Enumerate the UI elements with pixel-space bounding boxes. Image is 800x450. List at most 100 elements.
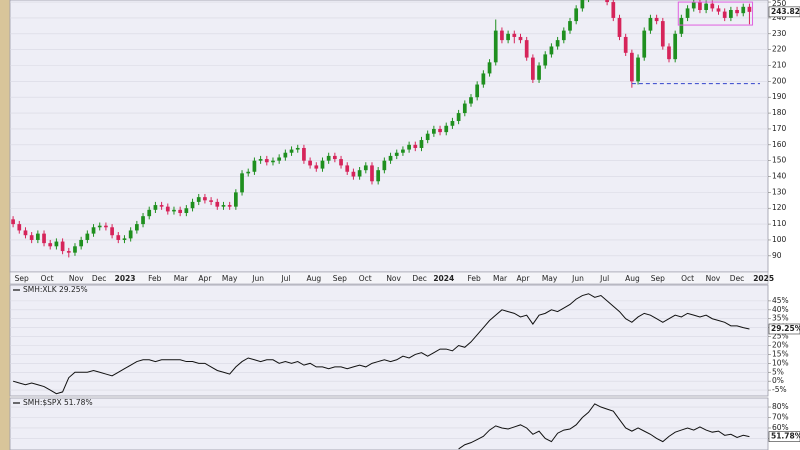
candle-body xyxy=(178,209,183,214)
x-tick-label: May xyxy=(222,274,238,283)
y-tick-label: 20% xyxy=(772,340,789,349)
candle-body xyxy=(351,171,356,177)
candle-body xyxy=(710,3,715,9)
y-tick-label: 180 xyxy=(772,108,787,117)
candle-body xyxy=(630,52,634,82)
x-axis-strip xyxy=(9,271,769,285)
candle-body xyxy=(425,133,430,141)
y-tick-label: 230 xyxy=(772,29,787,38)
candle-body xyxy=(444,125,449,133)
y-tick-label: 110 xyxy=(772,219,787,228)
x-tick-label: Apr xyxy=(198,274,212,283)
last-value-label: 29.25% xyxy=(771,324,800,333)
x-tick-label: Feb xyxy=(148,274,162,283)
candle-body xyxy=(116,235,121,240)
y-tick-label: 90 xyxy=(772,251,782,260)
candle-body xyxy=(190,201,195,209)
x-tick-label: 2023 xyxy=(115,274,136,283)
candle-body xyxy=(85,233,90,240)
y-tick-label: 240 xyxy=(772,13,787,22)
candle-body xyxy=(283,152,288,158)
y-tick-label: 60% xyxy=(772,423,789,432)
candle-body xyxy=(48,243,53,247)
y-tick-label: 150 xyxy=(772,156,787,165)
candle-body xyxy=(339,159,343,166)
x-tick-label: 2025 xyxy=(753,274,774,283)
ratio-line xyxy=(12,293,750,395)
candle-body xyxy=(60,241,65,252)
candle-body xyxy=(209,200,213,202)
candle-body xyxy=(543,54,548,66)
x-tick-label: Dec xyxy=(92,274,107,283)
x-tick-label: Feb xyxy=(467,274,481,283)
ratio-line xyxy=(458,403,750,450)
candle-body xyxy=(73,246,77,253)
candle-body xyxy=(432,128,436,134)
candle-body xyxy=(128,230,133,239)
candle-body xyxy=(518,36,523,41)
candle-body xyxy=(747,6,752,12)
candle-body xyxy=(401,149,405,153)
x-tick-label: Sep xyxy=(333,274,347,283)
candle-body xyxy=(574,8,579,22)
candle-body xyxy=(450,121,455,126)
ratio-panel-1 xyxy=(9,284,769,397)
last-value-label: 51.78% xyxy=(771,432,800,441)
x-tick-label: Oct xyxy=(41,274,54,283)
last-price-label: 243.82 xyxy=(771,7,800,16)
candle-body xyxy=(363,165,368,171)
candle-body xyxy=(691,2,696,9)
candle-body xyxy=(215,201,220,207)
x-tick-label: Oct xyxy=(359,274,372,283)
candle-body xyxy=(673,33,678,60)
candle-body xyxy=(159,205,164,207)
candle-body xyxy=(326,155,331,161)
x-tick-label: May xyxy=(542,274,558,283)
panel-title: SMH:$SPX 51.78% xyxy=(23,398,93,407)
y-tick-label: 70% xyxy=(772,413,789,422)
candle-body xyxy=(636,57,640,82)
candle-body xyxy=(580,0,585,9)
y-tick-label: 190 xyxy=(772,92,787,101)
candle-body xyxy=(660,21,665,47)
candle-body xyxy=(654,17,659,22)
candle-body xyxy=(698,2,702,10)
candle-body xyxy=(196,197,201,202)
candle-body xyxy=(382,160,387,171)
x-tick-label: Dec xyxy=(730,274,745,283)
candle-body xyxy=(277,157,282,161)
candle-body xyxy=(104,225,108,228)
x-tick-label: Apr xyxy=(516,274,530,283)
candle-body xyxy=(475,84,480,98)
candle-body xyxy=(320,160,325,169)
candle-body xyxy=(153,205,158,210)
x-tick-label: Jul xyxy=(280,274,290,283)
candle-body xyxy=(555,40,560,47)
candle-body xyxy=(97,225,102,228)
y-tick-label: 160 xyxy=(772,140,787,149)
panel-content xyxy=(10,293,768,395)
candle-body xyxy=(512,33,517,37)
candle-body xyxy=(370,165,374,182)
candle-body xyxy=(271,160,275,163)
candle-body xyxy=(184,208,189,214)
candle-body xyxy=(246,171,251,174)
x-tick-label: Oct xyxy=(681,274,694,283)
candle-body xyxy=(264,159,269,163)
y-tick-label: 10% xyxy=(772,358,789,367)
y-tick-label: 120 xyxy=(772,203,787,212)
x-tick-label: Nov xyxy=(386,274,401,283)
x-tick-label: Sep xyxy=(651,274,665,283)
x-tick-label: Jun xyxy=(251,274,264,283)
candle-body xyxy=(221,205,226,207)
candle-body xyxy=(617,17,622,37)
candle-body xyxy=(295,147,300,150)
candle-body xyxy=(227,205,232,207)
candle-body xyxy=(704,3,708,10)
y-tick-label: 210 xyxy=(772,61,787,70)
candle-body xyxy=(481,73,486,85)
candle-body xyxy=(524,40,529,58)
candle-body xyxy=(729,9,733,18)
candle-body xyxy=(462,103,467,114)
